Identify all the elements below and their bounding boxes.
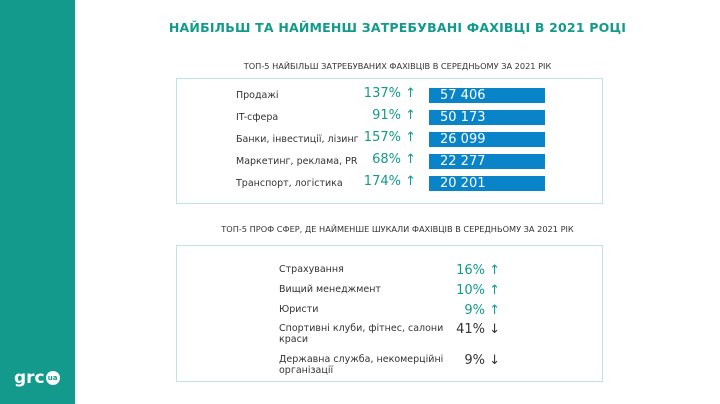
row-label: IT-сфера <box>236 111 279 123</box>
bottom-row-percent: 10% ↑ <box>456 283 500 298</box>
top-row: IT-сфера <box>236 109 278 125</box>
bottom-row-percent: 9% ↓ <box>464 353 500 368</box>
top-row: Банки, інвестиції, лізинг <box>236 131 359 147</box>
row-value-bar: 26 099 <box>429 132 545 147</box>
logo-text: grc <box>14 368 45 388</box>
row-label: Продажі <box>236 89 279 101</box>
bottom-row-label: Спортивні клуби, фітнес, салони краси <box>279 323 444 345</box>
bottom-row-label: Вищий менеджмент <box>279 284 381 295</box>
top-box: Продажі 137% ↑ 57 406 IT-сфера 91% ↑ 50 1… <box>176 78 603 204</box>
page-title: НАЙБІЛЬШ ТА НАЙМЕНШ ЗАТРЕБУВАНІ ФАХІВЦІ … <box>168 20 627 35</box>
sidebar: grc ua <box>0 0 75 404</box>
row-percent: 137% ↑ <box>363 86 416 101</box>
top-row: Маркетинг, реклама, PR <box>236 153 357 169</box>
row-label: Транспорт, логістика <box>236 177 343 189</box>
row-value-bar: 50 173 <box>429 110 545 125</box>
logo-badge: ua <box>45 371 60 385</box>
row-percent: 68% ↑ <box>372 152 416 167</box>
bottom-row-label: Юристи <box>279 304 319 315</box>
row-label: Банки, інвестиції, лізинг <box>236 133 359 145</box>
bottom-box: Страхування 16% ↑ Вищий менеджмент 10% ↑ Ю… <box>176 245 603 382</box>
row-percent: 174% ↑ <box>363 174 416 189</box>
bottom-row-label: Страхування <box>279 264 344 275</box>
bottom-row-percent: 16% ↑ <box>456 263 500 278</box>
top-row: Транспорт, логістика <box>236 175 343 191</box>
grc-logo: grc ua <box>14 368 60 388</box>
row-percent: 91% ↑ <box>372 108 416 123</box>
bottom-subtitle: ТОП-5 ПРОФ СФЕР, ДЕ НАЙМЕНШЕ ШУКАЛИ ФАХІ… <box>221 224 574 234</box>
bottom-row-label: Державна служба, некомерційні організаці… <box>279 354 444 376</box>
bottom-row-percent: 9% ↑ <box>464 303 500 318</box>
row-value-bar: 22 277 <box>429 154 545 169</box>
top-row: Продажі <box>236 87 279 103</box>
row-label: Маркетинг, реклама, PR <box>236 155 358 167</box>
bottom-row-percent: 41% ↓ <box>456 322 500 337</box>
row-value-bar: 20 201 <box>429 176 545 191</box>
row-value-bar: 57 406 <box>429 88 545 103</box>
top-subtitle: ТОП-5 НАЙБІЛЬШ ЗАТРЕБУВАНИХ ФАХІВЦІВ В С… <box>243 61 552 71</box>
row-percent: 157% ↑ <box>363 130 416 145</box>
